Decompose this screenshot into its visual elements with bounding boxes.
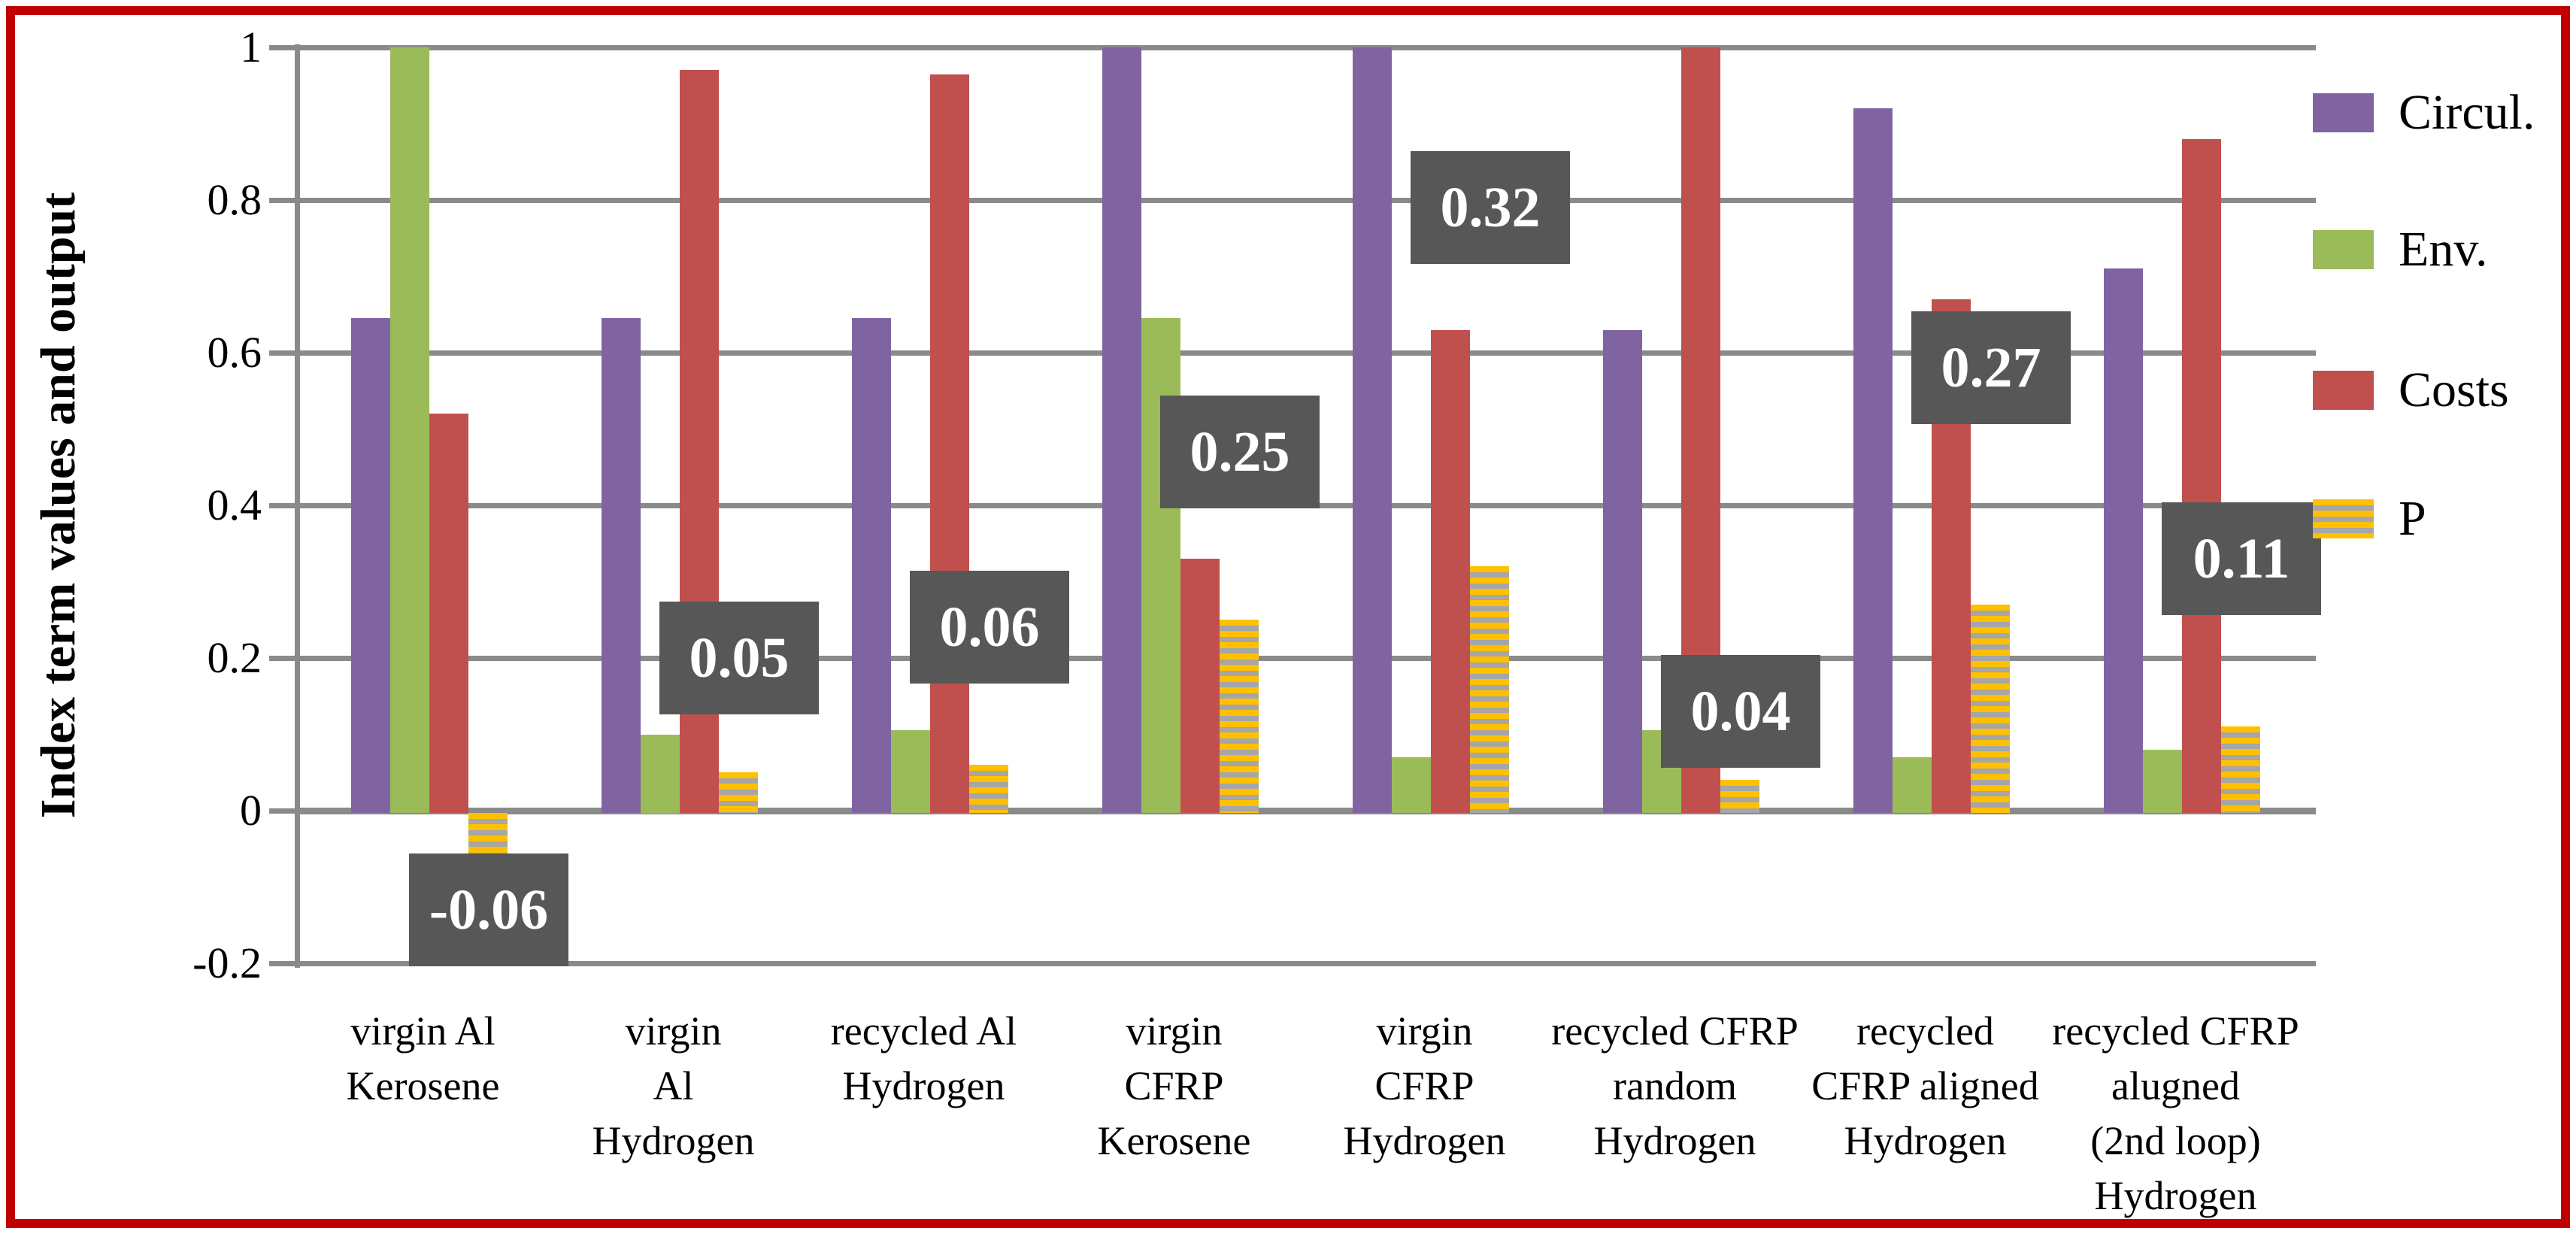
gridline	[298, 808, 2316, 814]
x-category-label-line: CFRP	[1124, 1063, 1224, 1108]
x-category-label: recycled CFRP random Hydrogen	[1542, 1004, 1808, 1169]
x-category-label-line: Al	[653, 1063, 694, 1108]
data-label: 0.05	[659, 602, 819, 714]
y-axis-tick	[269, 350, 298, 356]
gridline	[298, 350, 2316, 356]
x-category-label-line: virgin	[1376, 1008, 1473, 1054]
bar-env	[390, 47, 429, 813]
bar-p	[1720, 780, 1759, 813]
x-category-label-line: Hydrogen	[1343, 1118, 1506, 1163]
data-label: 0.04	[1661, 655, 1820, 768]
x-category-label-line: Kerosene	[1097, 1118, 1251, 1163]
x-category-label-line: Hydrogen	[1593, 1118, 1756, 1163]
x-category-label-line: CFRP	[1374, 1063, 1474, 1108]
y-axis-tick	[269, 503, 298, 508]
x-category-label-line: virgin	[1126, 1008, 1223, 1054]
gridline	[298, 656, 2316, 661]
y-axis-tick	[269, 656, 298, 661]
bar-p	[1971, 605, 2010, 813]
legend-swatch-p	[2313, 499, 2374, 538]
bar-p	[1220, 620, 1259, 813]
legend-label: P	[2399, 491, 2426, 546]
x-category-label-line: (2nd loop)	[2090, 1118, 2261, 1163]
legend-label: Env.	[2399, 222, 2488, 277]
bar-circul	[852, 318, 891, 813]
y-axis-tick-label: 0.2	[207, 633, 262, 682]
y-axis-tick-label: 0.6	[207, 328, 262, 377]
x-category-label-line: virgin	[625, 1008, 722, 1054]
x-category-label-line: Kerosene	[346, 1063, 500, 1108]
bar-env	[891, 730, 930, 813]
x-category-label: virgin Al Hydrogen	[541, 1004, 806, 1169]
y-axis-tick-label: 0	[240, 786, 262, 835]
y-axis-tick-label: 1	[240, 23, 262, 71]
bar-costs	[1431, 330, 1470, 813]
bar-p	[468, 813, 508, 859]
y-axis-tick-label: 0.4	[207, 481, 262, 529]
gridline	[298, 961, 2316, 966]
gridline	[298, 198, 2316, 203]
x-category-label-line: random	[1613, 1063, 1737, 1108]
bar-circul	[1853, 108, 1893, 813]
x-category-label-line: recycled CFRP	[1551, 1008, 1799, 1054]
data-label: 0.25	[1160, 396, 1320, 508]
bar-p	[969, 765, 1008, 813]
gridline	[298, 45, 2316, 50]
bar-costs	[2182, 139, 2221, 813]
x-category-label-line: alugned	[2111, 1063, 2240, 1108]
legend-label: Circul.	[2399, 85, 2535, 140]
bar-env	[641, 735, 680, 814]
x-category-label-line: Hydrogen	[592, 1118, 755, 1163]
bar-p	[1470, 566, 1509, 813]
bar-circul	[2104, 268, 2143, 813]
x-category-label: recycled CFRP aligned Hydrogen	[1793, 1004, 2058, 1169]
bar-env	[1141, 318, 1180, 813]
x-category-label-line: Hydrogen	[842, 1063, 1005, 1108]
bar-circul	[1102, 47, 1141, 813]
bar-circul	[351, 318, 390, 813]
x-category-label-line: recycled	[1856, 1008, 1994, 1054]
legend-swatch-costs	[2313, 371, 2374, 410]
legend-swatch-env	[2313, 230, 2374, 269]
bar-circul	[1353, 47, 1392, 813]
y-axis-tick	[269, 198, 298, 203]
legend-label: Costs	[2399, 362, 2509, 417]
y-axis-tick	[269, 808, 298, 814]
data-label: 0.06	[910, 571, 1069, 684]
legend-swatch-circul	[2313, 93, 2374, 132]
data-label: 0.27	[1911, 311, 2071, 424]
y-axis-tick-label: 0.8	[207, 175, 262, 224]
bar-circul	[602, 318, 641, 813]
x-category-label: recycled Al Hydrogen	[791, 1004, 1056, 1114]
x-category-label-line: recycled CFRP	[2052, 1008, 2299, 1054]
bar-circul	[1603, 330, 1642, 813]
data-label: 0.11	[2162, 502, 2321, 615]
x-category-label: recycled CFRP alugned (2nd loop) Hydrogen	[2043, 1004, 2308, 1223]
y-axis-tick-label: -0.2	[192, 938, 262, 987]
y-axis-tick	[269, 45, 298, 50]
x-category-label-line: Hydrogen	[1844, 1118, 2007, 1163]
x-category-label: virgin CFRP Hydrogen	[1292, 1004, 1557, 1169]
x-category-label-line: recycled Al	[830, 1008, 1017, 1054]
bar-costs	[1180, 559, 1220, 813]
bar-p	[2221, 726, 2260, 813]
data-label: 0.32	[1411, 151, 1570, 264]
x-category-label: virgin CFRP Kerosene	[1041, 1004, 1307, 1169]
y-axis-tick	[269, 961, 298, 966]
x-category-label: virgin Al Kerosene	[290, 1004, 556, 1114]
y-axis-line	[295, 44, 300, 968]
bar-costs	[429, 414, 468, 813]
bar-env	[2143, 750, 2182, 813]
x-category-label-line: virgin Al	[350, 1008, 496, 1054]
bar-env	[1893, 757, 1932, 813]
bar-costs	[930, 74, 969, 813]
data-label: -0.06	[409, 853, 568, 966]
bar-p	[719, 772, 758, 813]
x-category-label-line: Hydrogen	[2094, 1173, 2257, 1218]
x-category-label-line: CFRP aligned	[1811, 1063, 2039, 1108]
bar-env	[1392, 757, 1431, 813]
